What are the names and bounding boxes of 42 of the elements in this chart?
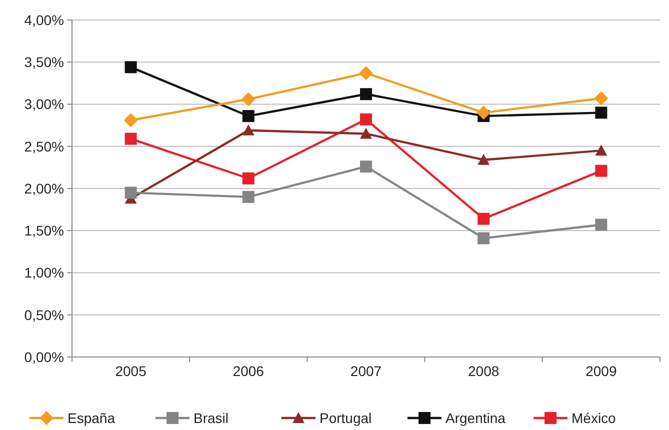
point xyxy=(360,113,372,126)
legend-label: Argentina xyxy=(446,410,506,426)
point xyxy=(476,106,491,120)
y-tick-label: 1,00% xyxy=(24,264,64,281)
point xyxy=(124,113,138,128)
point xyxy=(595,144,608,156)
x-tick-label: 2008 xyxy=(468,363,500,379)
point xyxy=(124,132,137,145)
point xyxy=(360,128,372,139)
point xyxy=(124,186,137,199)
y-tick-label: 4,00% xyxy=(24,12,64,28)
point xyxy=(595,164,608,177)
point xyxy=(124,61,137,74)
point xyxy=(242,124,254,136)
y-tick-label: 2,00% xyxy=(24,180,64,196)
point xyxy=(360,88,372,100)
legend-label: Brasil xyxy=(194,410,229,426)
legend-label: Portugal xyxy=(320,410,372,426)
point xyxy=(241,92,256,106)
point xyxy=(478,232,490,244)
x-tick-label: 2006 xyxy=(232,363,264,379)
point xyxy=(359,66,373,80)
point xyxy=(242,172,254,184)
legend-label: México xyxy=(572,410,616,426)
point xyxy=(242,190,254,203)
y-tick-label: 2,50% xyxy=(24,138,64,154)
x-tick-label: 2007 xyxy=(350,363,382,379)
point xyxy=(360,160,372,173)
y-tick-label: 1,50% xyxy=(24,222,64,239)
x-tick-label: 2005 xyxy=(115,363,147,379)
y-tick-label: 0,50% xyxy=(24,306,64,323)
legend-label: España xyxy=(68,410,116,426)
point xyxy=(595,218,608,231)
point xyxy=(594,91,608,106)
x-tick-label: 2009 xyxy=(586,363,617,379)
point xyxy=(242,110,254,122)
point xyxy=(478,154,490,165)
y-tick-label: 3,50% xyxy=(24,54,64,70)
point xyxy=(478,212,490,225)
y-tick-label: 3,00% xyxy=(24,96,64,112)
y-tick-label: 0,00% xyxy=(24,348,64,365)
point xyxy=(595,106,608,119)
